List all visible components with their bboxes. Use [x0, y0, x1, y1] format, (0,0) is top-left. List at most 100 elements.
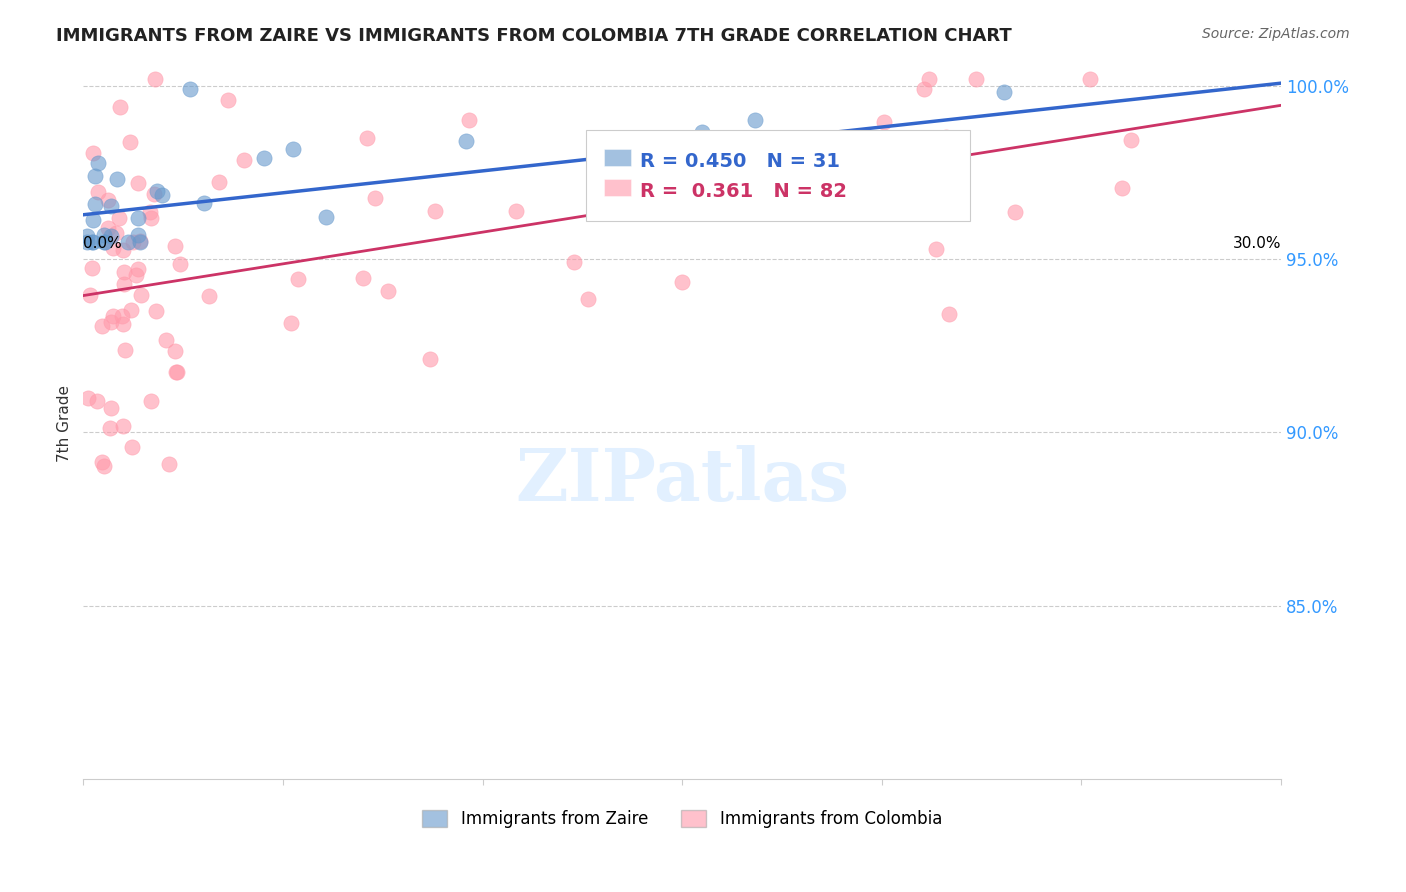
Immigrants from Colombia	[924, 242, 946, 256]
Immigrants from Colombia	[280, 316, 302, 330]
Immigrants from Colombia	[108, 211, 131, 225]
Immigrants from Zaire	[127, 228, 149, 243]
Immigrants from Colombia	[935, 130, 957, 145]
Immigrants from Colombia	[100, 401, 122, 415]
Immigrants from Zaire	[315, 211, 337, 225]
Immigrants from Colombia	[841, 147, 863, 161]
Immigrants from Colombia	[419, 352, 441, 367]
Immigrants from Colombia	[233, 153, 256, 167]
Immigrants from Colombia	[112, 244, 135, 258]
FancyBboxPatch shape	[586, 130, 970, 221]
Immigrants from Zaire	[150, 187, 173, 202]
Immigrants from Colombia	[79, 287, 101, 301]
Immigrants from Colombia	[870, 202, 893, 217]
Immigrants from Zaire	[744, 113, 766, 128]
Immigrants from Colombia	[1078, 71, 1101, 86]
Immigrants from Colombia	[103, 309, 125, 323]
Immigrants from Zaire	[105, 171, 128, 186]
Immigrants from Colombia	[112, 264, 135, 278]
Immigrants from Zaire	[82, 212, 104, 227]
Immigrants from Colombia	[93, 458, 115, 473]
Immigrants from Zaire	[146, 184, 169, 198]
Immigrants from Colombia	[576, 292, 599, 306]
Immigrants from Colombia	[87, 185, 110, 199]
Immigrants from Colombia	[127, 262, 149, 277]
Immigrants from Zaire	[252, 151, 274, 165]
Immigrants from Colombia	[1121, 133, 1143, 147]
Immigrants from Colombia	[166, 365, 188, 379]
Immigrants from Zaire	[179, 81, 201, 95]
Immigrants from Colombia	[356, 131, 378, 145]
Immigrants from Colombia	[820, 135, 842, 149]
Immigrants from Zaire	[690, 125, 713, 139]
Immigrants from Colombia	[918, 71, 941, 86]
Immigrants from Colombia	[98, 421, 121, 435]
Immigrants from Colombia	[145, 304, 167, 318]
Immigrants from Colombia	[114, 343, 136, 358]
Immigrants from Colombia	[125, 268, 148, 282]
Immigrants from Zaire	[830, 199, 852, 213]
Immigrants from Colombia	[157, 457, 180, 471]
Immigrants from Zaire	[815, 146, 838, 161]
Immigrants from Colombia	[111, 310, 134, 324]
Immigrants from Colombia	[287, 272, 309, 286]
Immigrants from Colombia	[90, 455, 112, 469]
Immigrants from Colombia	[155, 333, 177, 347]
FancyBboxPatch shape	[605, 179, 631, 196]
Immigrants from Colombia	[1004, 204, 1026, 219]
Immigrants from Colombia	[217, 93, 239, 107]
Immigrants from Zaire	[82, 235, 104, 249]
Immigrants from Colombia	[505, 204, 527, 219]
Immigrants from Colombia	[128, 234, 150, 248]
Immigrants from Colombia	[86, 394, 108, 409]
Text: Source: ZipAtlas.com: Source: ZipAtlas.com	[1202, 27, 1350, 41]
Y-axis label: 7th Grade: 7th Grade	[58, 385, 72, 462]
Immigrants from Colombia	[169, 257, 191, 271]
Immigrants from Zaire	[94, 235, 117, 249]
Immigrants from Colombia	[120, 135, 142, 149]
Text: R = 0.450   N = 31: R = 0.450 N = 31	[640, 152, 841, 170]
Immigrants from Zaire	[193, 196, 215, 211]
Immigrants from Colombia	[129, 288, 152, 302]
Immigrants from Colombia	[198, 289, 221, 303]
Immigrants from Colombia	[165, 238, 187, 252]
Immigrants from Colombia	[76, 391, 98, 405]
Immigrants from Colombia	[562, 254, 585, 268]
Immigrants from Colombia	[165, 366, 187, 380]
Legend: Immigrants from Zaire, Immigrants from Colombia: Immigrants from Zaire, Immigrants from C…	[416, 803, 949, 835]
Immigrants from Colombia	[873, 115, 896, 129]
Immigrants from Colombia	[97, 221, 120, 235]
Immigrants from Colombia	[458, 113, 481, 128]
Text: ZIPatlas: ZIPatlas	[515, 445, 849, 516]
Immigrants from Zaire	[76, 235, 98, 249]
Immigrants from Colombia	[143, 71, 166, 86]
Text: 30.0%: 30.0%	[1233, 235, 1281, 251]
Immigrants from Zaire	[93, 227, 115, 242]
FancyBboxPatch shape	[605, 149, 631, 166]
Text: IMMIGRANTS FROM ZAIRE VS IMMIGRANTS FROM COLOMBIA 7TH GRADE CORRELATION CHART: IMMIGRANTS FROM ZAIRE VS IMMIGRANTS FROM…	[56, 27, 1012, 45]
Immigrants from Colombia	[139, 393, 162, 408]
Immigrants from Colombia	[82, 261, 104, 276]
Immigrants from Colombia	[112, 277, 135, 291]
Immigrants from Colombia	[138, 205, 160, 219]
Immigrants from Colombia	[1111, 181, 1133, 195]
Immigrants from Zaire	[456, 134, 478, 148]
Immigrants from Zaire	[82, 235, 104, 249]
Immigrants from Colombia	[671, 275, 693, 289]
Text: 0.0%: 0.0%	[83, 235, 122, 251]
Immigrants from Colombia	[100, 315, 122, 329]
Immigrants from Colombia	[96, 193, 118, 207]
Immigrants from Colombia	[112, 318, 135, 332]
Immigrants from Colombia	[108, 100, 131, 114]
Immigrants from Colombia	[425, 204, 447, 219]
Immigrants from Colombia	[208, 175, 231, 189]
Immigrants from Zaire	[86, 156, 108, 170]
Immigrants from Colombia	[127, 176, 149, 190]
Immigrants from Colombia	[111, 419, 134, 434]
Immigrants from Zaire	[76, 228, 98, 243]
Immigrants from Colombia	[938, 307, 960, 321]
Immigrants from Colombia	[806, 144, 828, 158]
Immigrants from Colombia	[352, 271, 374, 285]
Immigrants from Colombia	[121, 440, 143, 454]
Immigrants from Zaire	[993, 85, 1015, 99]
